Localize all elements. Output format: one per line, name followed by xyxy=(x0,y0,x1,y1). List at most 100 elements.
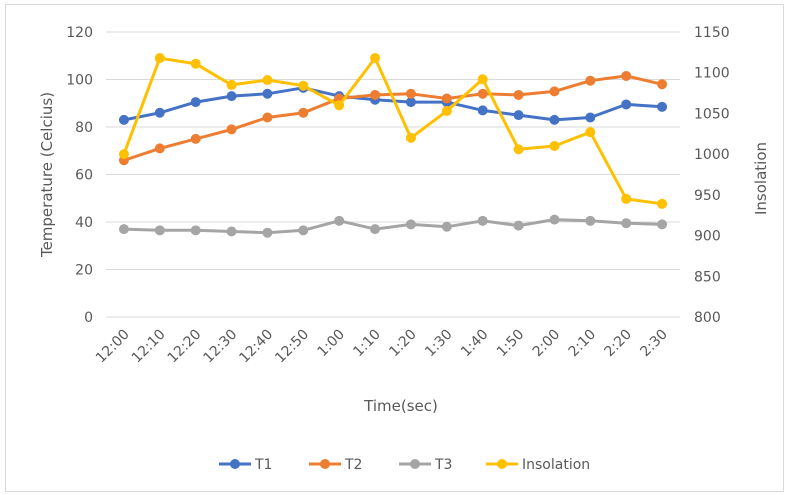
data-point-insolation xyxy=(477,74,488,85)
series-line-t1 xyxy=(123,86,663,122)
data-point-insolation xyxy=(441,105,452,116)
legend-marker-t1 xyxy=(230,459,240,469)
x-tick-label: 1:30 xyxy=(422,327,456,361)
x-tick-label: 12:20 xyxy=(165,327,205,367)
legend-label-t2: T2 xyxy=(344,457,362,473)
data-point-insolation xyxy=(405,132,416,143)
y-tick-label: 80 xyxy=(75,120,93,136)
gridlines xyxy=(106,31,680,318)
data-point-t1 xyxy=(513,110,524,121)
right-axis-ticks: 800 850 900 950 1000 1050 1100 1150 xyxy=(694,25,730,326)
x-tick-label: 12:40 xyxy=(236,327,276,367)
data-point-t1 xyxy=(405,97,416,108)
legend-marker-insolation xyxy=(497,459,507,469)
data-point-t1 xyxy=(226,91,237,102)
data-point-insolation xyxy=(585,127,596,138)
y2-tick-label: 950 xyxy=(694,188,721,204)
x-tick-label: 2:30 xyxy=(637,327,671,361)
data-point-t3 xyxy=(549,214,560,225)
data-point-t2 xyxy=(621,70,632,81)
y2-tick-label: 1100 xyxy=(694,66,730,82)
data-point-t2 xyxy=(262,112,273,123)
data-point-t3 xyxy=(190,225,201,236)
x-tick-label: 1:00 xyxy=(314,327,348,361)
data-point-t2 xyxy=(405,88,416,99)
y2-tick-label: 900 xyxy=(694,229,721,245)
x-tick-label: 1:50 xyxy=(494,327,528,361)
y2-tick-label: 1050 xyxy=(694,106,730,122)
data-point-t1 xyxy=(262,88,273,99)
data-point-t3 xyxy=(513,220,524,231)
data-point-t2 xyxy=(585,75,596,86)
y2-tick-label: 1000 xyxy=(694,147,730,163)
y2-tick-label: 1150 xyxy=(694,25,730,41)
series-group xyxy=(118,53,668,238)
x-tick-label: 12:30 xyxy=(201,327,241,367)
y-tick-label: 40 xyxy=(75,215,93,231)
y-tick-label: 120 xyxy=(66,25,93,41)
line-chart: 0 20 40 60 80 100 120 800 850 900 950 1000 1050 1100… xyxy=(38,25,770,473)
data-point-insolation xyxy=(334,100,345,111)
x-tick-label: 12:10 xyxy=(129,327,169,367)
data-point-t1 xyxy=(621,99,632,110)
data-point-t2 xyxy=(154,143,165,154)
data-point-t3 xyxy=(298,225,309,236)
y-tick-label: 0 xyxy=(84,310,93,326)
data-point-t1 xyxy=(190,97,201,108)
x-tick-label: 12:00 xyxy=(93,327,133,367)
data-point-insolation xyxy=(262,75,273,86)
data-point-t3 xyxy=(118,224,129,235)
data-point-insolation xyxy=(154,53,165,64)
x-tick-label: 1:10 xyxy=(350,327,384,361)
legend-marker-t3 xyxy=(410,459,420,469)
data-point-t1 xyxy=(585,112,596,123)
x-axis-title: Time(sec) xyxy=(363,397,438,415)
data-point-t2 xyxy=(298,107,309,118)
data-point-t3 xyxy=(370,224,381,235)
data-point-t3 xyxy=(405,219,416,230)
data-point-t3 xyxy=(226,226,237,237)
x-tick-label: 2:20 xyxy=(601,327,635,361)
data-point-insolation xyxy=(657,198,668,209)
left-axis-ticks: 0 20 40 60 80 100 120 xyxy=(66,25,93,326)
data-point-t3 xyxy=(262,227,273,238)
data-point-t1 xyxy=(657,101,668,112)
legend-label-t1: T1 xyxy=(254,457,272,473)
legend-label-insolation: Insolation xyxy=(522,457,590,473)
legend-marker-t2 xyxy=(320,459,330,469)
y-axis-title: Temperature (Celcius) xyxy=(38,92,56,258)
data-point-t1 xyxy=(549,114,560,125)
chart-frame: 0 20 40 60 80 100 120 800 850 900 950 1000 1050 1100… xyxy=(5,4,784,492)
data-point-t2 xyxy=(513,89,524,100)
data-point-t3 xyxy=(477,215,488,226)
data-point-t3 xyxy=(334,215,345,226)
y2-axis-title: Insolation xyxy=(752,142,770,215)
y2-tick-label: 850 xyxy=(694,269,721,285)
legend-label-t3: T3 xyxy=(434,457,452,473)
data-point-t3 xyxy=(621,218,632,229)
data-point-insolation xyxy=(226,79,237,90)
data-point-insolation xyxy=(513,144,524,155)
series-line-insolation xyxy=(122,56,663,206)
data-point-t2 xyxy=(226,124,237,135)
series-line-t3 xyxy=(123,218,663,235)
data-point-insolation xyxy=(298,80,309,91)
legend: T1 T2 T3 Insolation xyxy=(219,457,590,473)
data-point-t2 xyxy=(370,89,381,100)
y2-tick-label: 800 xyxy=(694,310,721,326)
x-tick-label: 1:40 xyxy=(458,327,492,361)
data-point-t2 xyxy=(657,79,668,90)
data-point-t1 xyxy=(118,114,129,125)
data-point-insolation xyxy=(621,193,632,204)
data-point-t3 xyxy=(585,215,596,226)
data-point-insolation xyxy=(118,149,129,160)
x-tick-label: 12:50 xyxy=(272,327,312,367)
x-tick-label: 2:10 xyxy=(566,327,600,361)
data-point-t1 xyxy=(477,105,488,116)
data-point-t3 xyxy=(441,221,452,232)
data-point-t2 xyxy=(441,93,452,104)
data-point-t2 xyxy=(477,88,488,99)
data-point-t3 xyxy=(657,219,668,230)
data-point-insolation xyxy=(549,141,560,151)
